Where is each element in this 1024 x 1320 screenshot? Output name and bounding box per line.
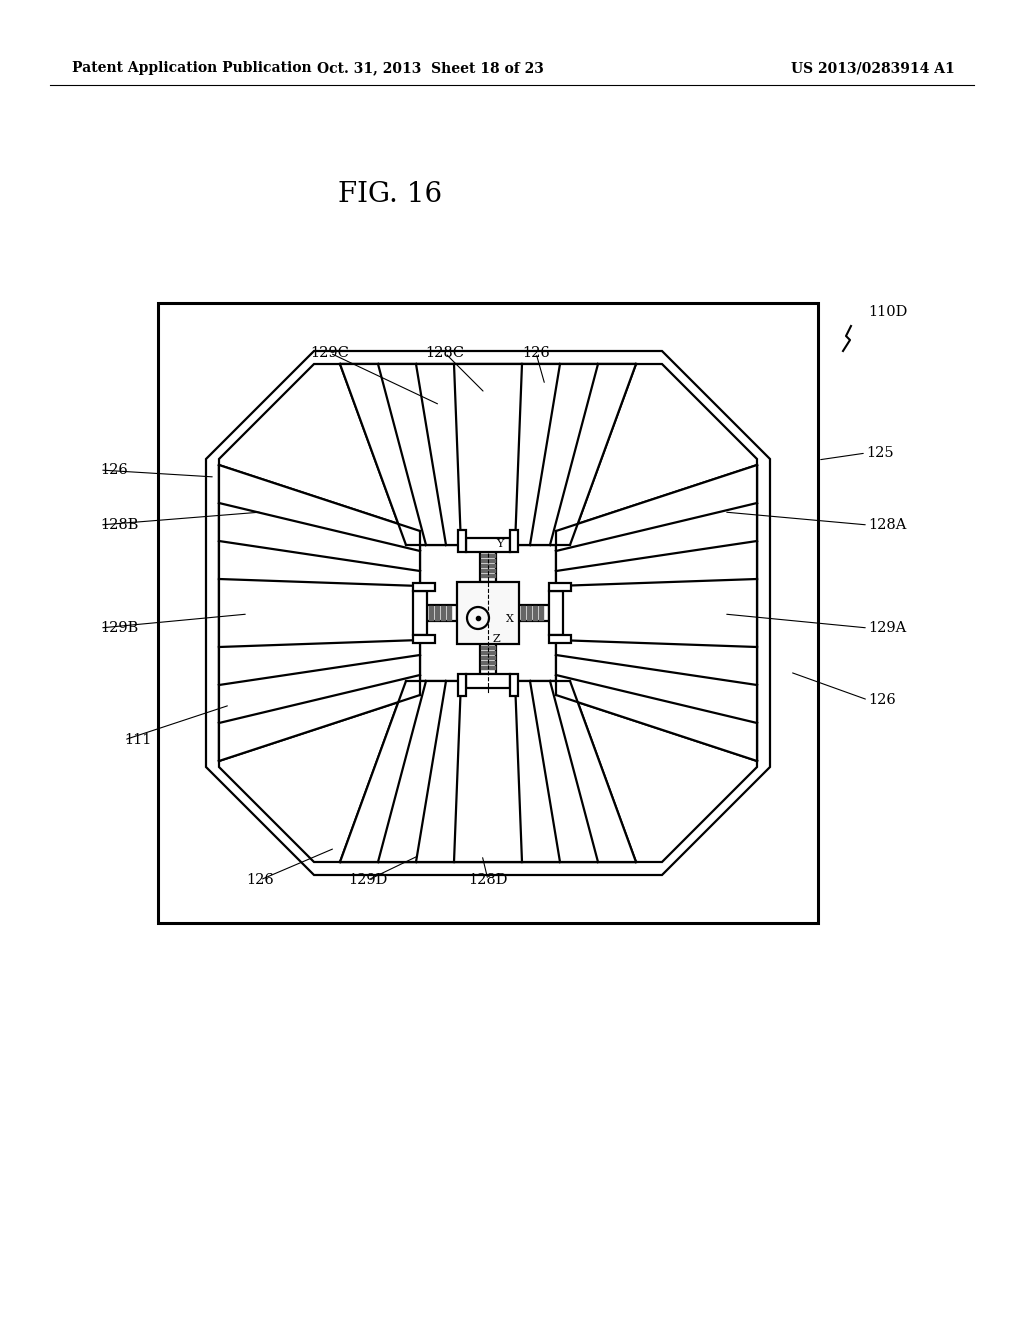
Text: Y: Y [496, 539, 504, 549]
Text: 111: 111 [124, 733, 152, 747]
Bar [457, 582, 519, 644]
Text: 126: 126 [246, 873, 273, 887]
Bar [413, 635, 435, 643]
Text: 128C: 128C [426, 346, 465, 360]
Bar [158, 304, 818, 923]
Text: 129C: 129C [310, 346, 349, 360]
Bar [466, 675, 510, 688]
Text: X: X [506, 614, 514, 624]
Text: Patent Application Publication: Patent Application Publication [72, 61, 311, 75]
Polygon shape [219, 465, 420, 762]
Text: 129A: 129A [868, 620, 906, 635]
Text: 129D: 129D [348, 873, 388, 887]
Text: 110D: 110D [868, 305, 907, 319]
Bar [549, 583, 571, 591]
Bar [549, 635, 571, 643]
Bar [549, 591, 563, 635]
Text: 128D: 128D [468, 873, 508, 887]
Text: Oct. 31, 2013  Sheet 18 of 23: Oct. 31, 2013 Sheet 18 of 23 [316, 61, 544, 75]
Bar [480, 644, 496, 675]
Polygon shape [219, 364, 757, 862]
Bar [510, 675, 518, 696]
Bar [466, 539, 510, 552]
Bar [458, 531, 466, 552]
Bar [510, 531, 518, 552]
Text: 126: 126 [100, 463, 128, 477]
Text: 126: 126 [522, 346, 550, 360]
Text: 128B: 128B [100, 517, 138, 532]
Bar [413, 591, 427, 635]
Text: 129B: 129B [100, 620, 138, 635]
Bar [427, 605, 457, 620]
Bar [519, 605, 549, 620]
Bar [458, 675, 466, 696]
Text: FIG. 16: FIG. 16 [338, 181, 442, 209]
Text: 126: 126 [868, 693, 896, 708]
Bar [480, 552, 496, 582]
Bar [413, 583, 435, 591]
Text: 125: 125 [866, 446, 894, 459]
Polygon shape [340, 364, 636, 545]
Text: Z: Z [493, 634, 501, 644]
Polygon shape [556, 465, 757, 762]
Text: US 2013/0283914 A1: US 2013/0283914 A1 [792, 61, 955, 75]
Text: 128A: 128A [868, 517, 906, 532]
Polygon shape [340, 681, 636, 862]
Polygon shape [206, 351, 770, 875]
